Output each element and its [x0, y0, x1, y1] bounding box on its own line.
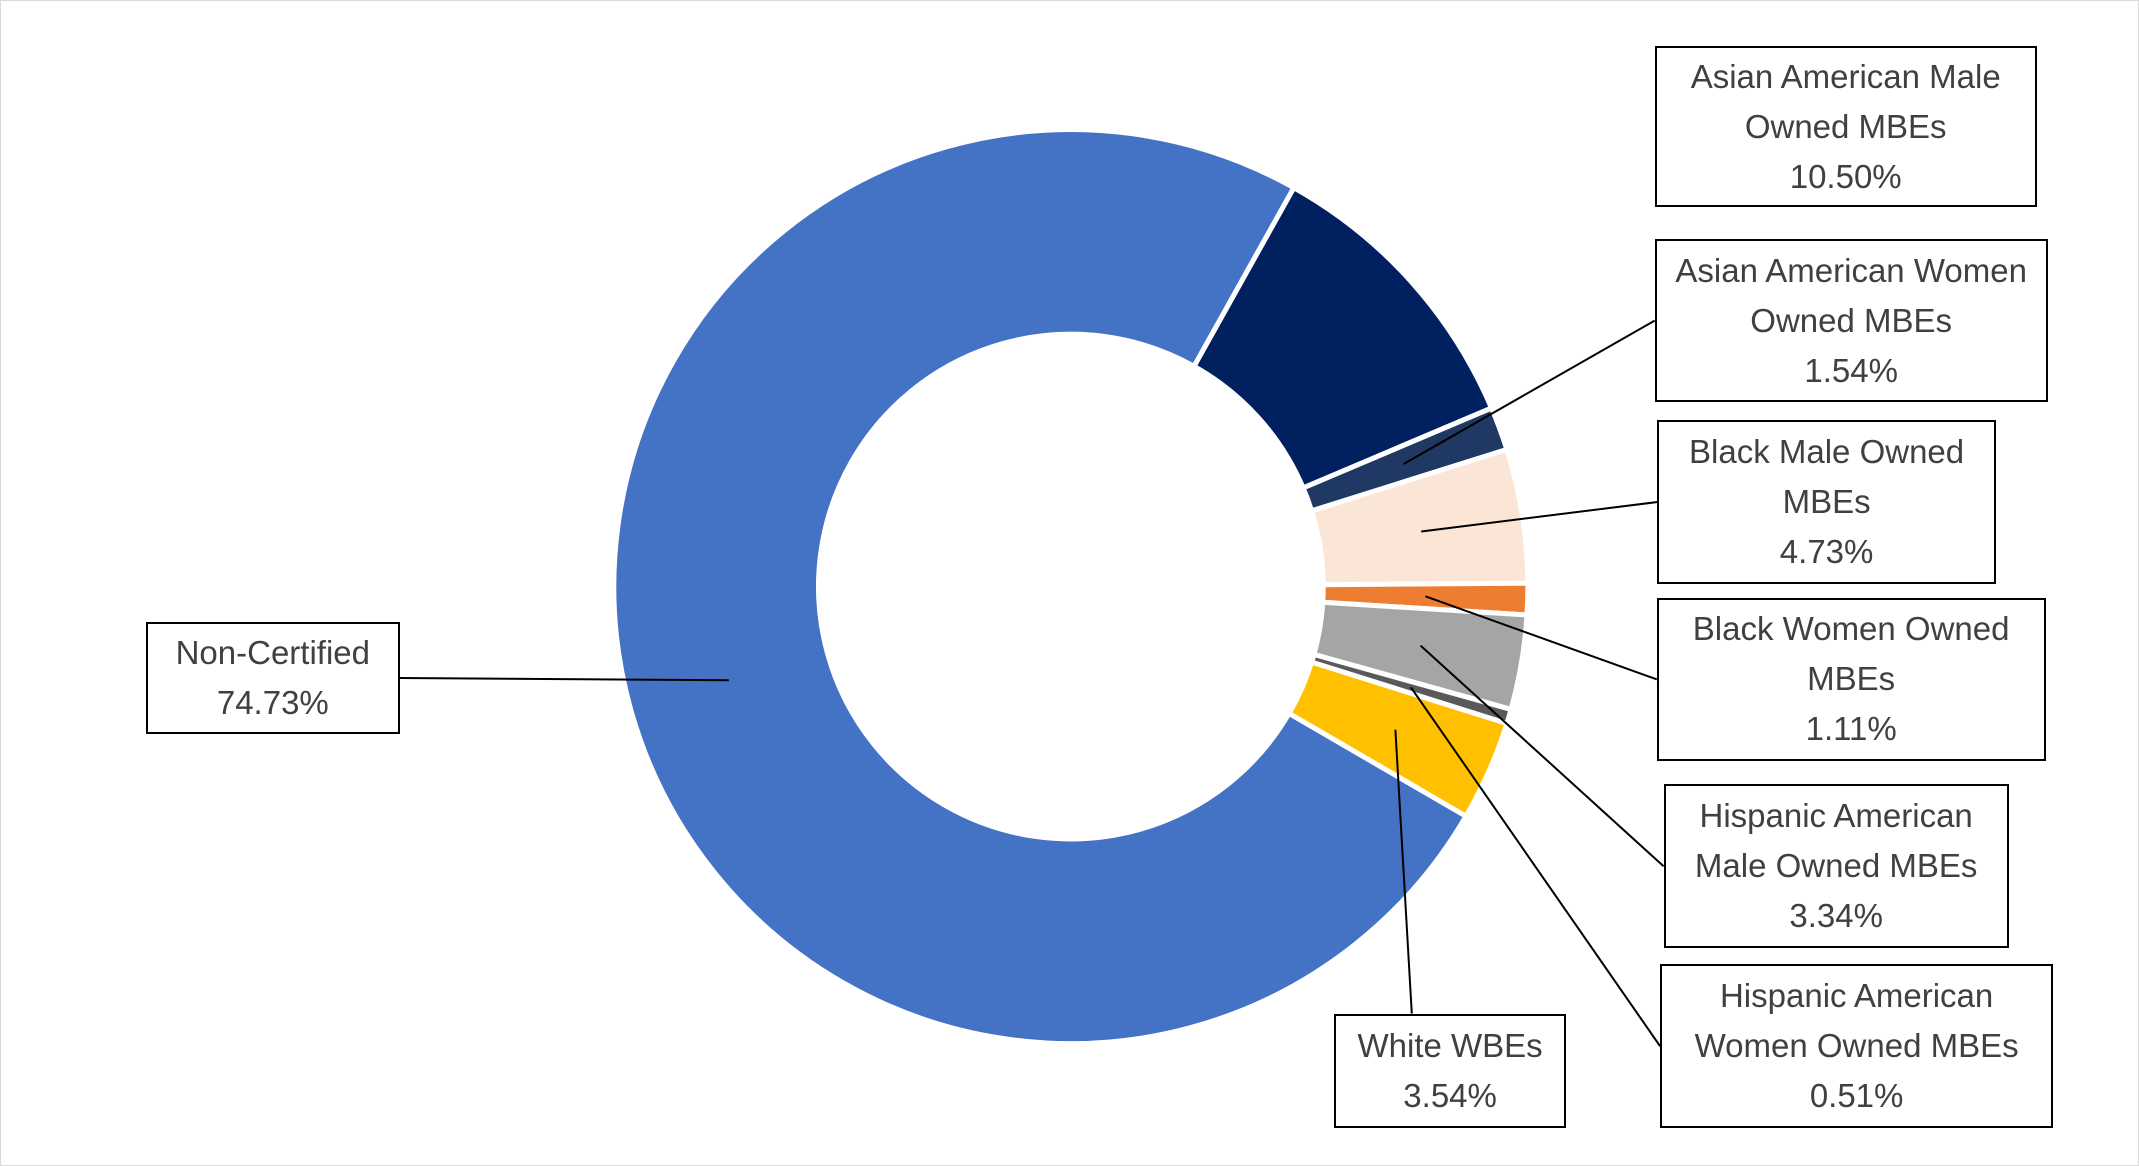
category-name: Hispanic American Women Owned MBEs — [1694, 977, 2019, 1065]
category-name: Non-Certified — [175, 633, 371, 671]
value-label: 0.51% — [1809, 1077, 1904, 1115]
category-name: Asian American Male Owned MBEs — [1690, 57, 2001, 145]
data-label: Hispanic American Women Owned MBEs 0.51% — [1660, 964, 2054, 1129]
value-label: 10.50% — [1789, 157, 1902, 195]
category-name: Black Male Owned MBEs — [1689, 433, 1965, 520]
leader-line — [1394, 729, 1413, 1014]
category-name: White WBEs — [1357, 1026, 1543, 1064]
value-label: 1.54% — [1804, 351, 1898, 389]
data-label: Black Women Owned MBEs 1.11% — [1656, 597, 2046, 762]
data-label: Asian American Women Owned MBEs 1.54% — [1654, 238, 2048, 403]
data-label: Black Male Owned MBEs 4.73% — [1657, 420, 1996, 584]
category-name: Asian American Women Owned MBEs — [1675, 251, 2027, 339]
value-label: 74.73% — [216, 683, 329, 721]
data-label: White WBEs 3.54% — [1334, 1013, 1567, 1129]
category-name: Black Women Owned MBEs — [1692, 610, 2010, 698]
category-name: Hispanic American Male Owned MBEs — [1694, 797, 1978, 885]
leader-line — [1421, 501, 1658, 533]
donut-slice — [611, 127, 1470, 1047]
data-label: Hispanic American Male Owned MBEs 3.34% — [1663, 784, 2009, 949]
leader-line — [1403, 319, 1656, 465]
leader-line — [399, 676, 729, 682]
leader-line — [1419, 644, 1665, 867]
value-label: 3.34% — [1789, 897, 1883, 935]
leader-line — [1425, 595, 1658, 681]
data-label: Non-Certified 74.73% — [145, 622, 400, 734]
value-label: 3.54% — [1403, 1076, 1497, 1114]
value-label: 1.11% — [1805, 710, 1897, 748]
data-label: Asian American Male Owned MBEs 10.50% — [1654, 46, 2037, 208]
value-label: 4.73% — [1779, 533, 1874, 570]
leader-line — [1410, 686, 1662, 1047]
